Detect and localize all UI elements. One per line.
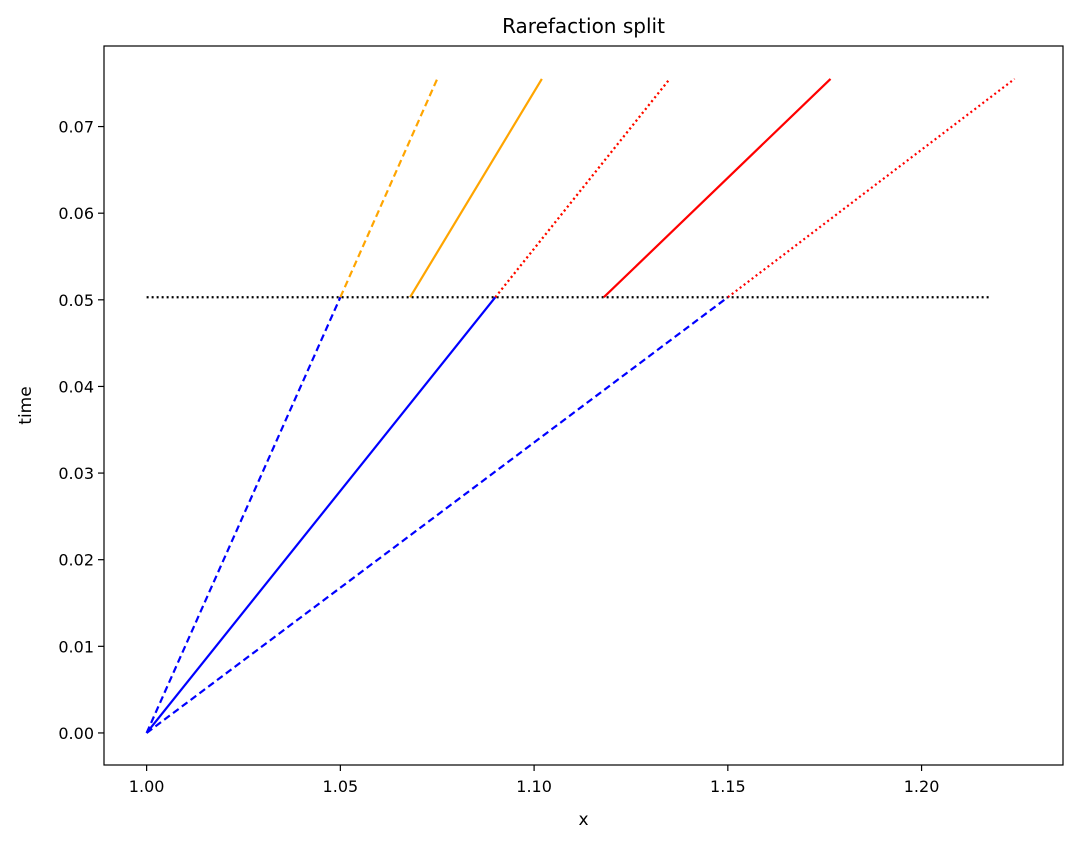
y-tick-label: 0.03	[58, 464, 94, 483]
plot-frame	[103, 45, 1064, 766]
y-axis-label: time	[16, 386, 36, 424]
series-line-2	[145, 296, 342, 734]
y-tick-label: 0.06	[58, 204, 94, 223]
y-tick-label: 0.07	[58, 118, 94, 137]
y-tick-label: 0.01	[58, 637, 94, 656]
x-axis: 1.00 1.05 1.10 1.15 1.20	[129, 765, 940, 796]
series-layer	[145, 78, 1016, 734]
x-axis-label: x	[578, 810, 588, 830]
x-tick-label: 1.00	[129, 777, 165, 796]
y-tick-label: 0.02	[58, 551, 94, 570]
x-tick-label: 1.15	[710, 777, 746, 796]
series-line-5	[339, 78, 439, 298]
series-line-9	[603, 78, 832, 299]
series-line-10	[727, 78, 1016, 299]
y-tick-label: 0.00	[58, 724, 94, 743]
series-line-6	[409, 78, 543, 298]
y-tick-label: 0.04	[58, 377, 94, 396]
chart-title: Rarefaction split	[502, 14, 665, 38]
x-tick-label: 1.05	[323, 777, 359, 796]
series-line-3	[145, 296, 497, 734]
series-line-4	[145, 296, 729, 734]
y-tick-label: 0.05	[58, 291, 94, 310]
series-line-8	[494, 78, 671, 298]
x-tick-label: 1.20	[904, 777, 940, 796]
y-axis: 0.00 0.01 0.02 0.03 0.04 0.05 0.06 0.07	[58, 118, 104, 743]
x-tick-label: 1.10	[516, 777, 552, 796]
